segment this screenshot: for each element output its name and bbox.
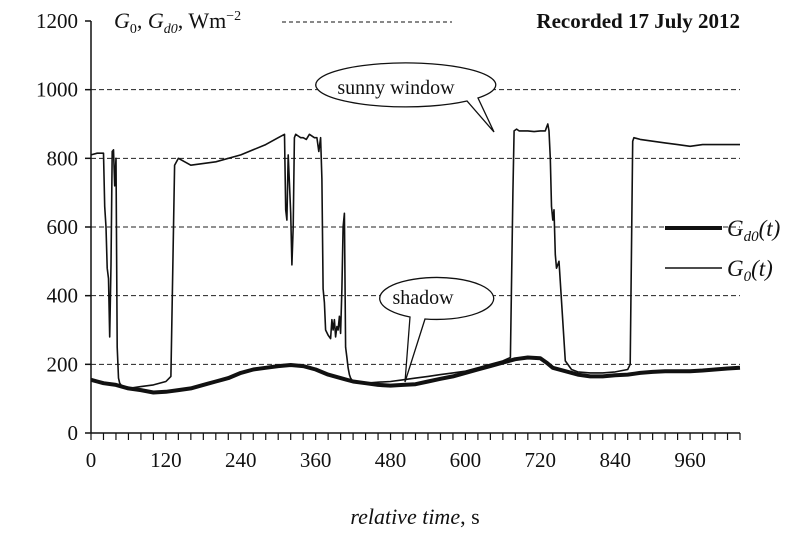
y-ticks: 0 200 400 600 800 1000 1200 bbox=[36, 9, 91, 445]
x-tick-label-960: 960 bbox=[674, 448, 706, 472]
callout-shadow-bubble bbox=[379, 276, 495, 383]
x-ticks: 0 120 240 360 480 600 720 840 960 bbox=[86, 433, 741, 472]
callout-sunny-window: sunny window bbox=[315, 62, 497, 133]
x-tick-label-600: 600 bbox=[450, 448, 482, 472]
x-tick-label-480: 480 bbox=[375, 448, 407, 472]
callout-sunny-window-text: sunny window bbox=[337, 77, 455, 99]
legend-label-gd0: Gd0(t) bbox=[727, 216, 780, 245]
callout-shadow: shadow bbox=[379, 276, 495, 383]
series-line-gd0 bbox=[90, 355, 741, 395]
y-tick-label-400: 400 bbox=[47, 284, 79, 308]
x-tick-label-120: 120 bbox=[150, 448, 182, 472]
legend: Gd0(t) G0(t) bbox=[665, 216, 780, 285]
y-tick-label-1200: 1200 bbox=[36, 9, 78, 33]
y-tick-label-1000: 1000 bbox=[36, 78, 78, 102]
y-tick-label-200: 200 bbox=[47, 352, 79, 376]
y-axis-title: G0, Gd0, Wm−2 bbox=[114, 8, 241, 37]
x-tick-label-0: 0 bbox=[86, 448, 97, 472]
legend-item-g0: G0(t) bbox=[665, 256, 773, 285]
legend-item-gd0: Gd0(t) bbox=[665, 216, 780, 245]
callout-shadow-text: shadow bbox=[392, 287, 454, 309]
y-tick-label-0: 0 bbox=[68, 421, 79, 445]
y-tick-label-600: 600 bbox=[47, 215, 79, 239]
legend-label-g0: G0(t) bbox=[727, 256, 773, 285]
chart-title: Recorded 17 July 2012 bbox=[536, 9, 740, 33]
x-tick-label-720: 720 bbox=[525, 448, 557, 472]
x-tick-label-840: 840 bbox=[599, 448, 631, 472]
x-tick-label-240: 240 bbox=[225, 448, 257, 472]
series-line-g0 bbox=[90, 123, 740, 390]
callout-sunny-window-bubble bbox=[315, 62, 497, 133]
x-tick-label-360: 360 bbox=[300, 448, 332, 472]
data-series bbox=[90, 123, 741, 395]
x-axis-title: relative time, s bbox=[350, 504, 479, 529]
y-tick-label-800: 800 bbox=[47, 146, 79, 170]
